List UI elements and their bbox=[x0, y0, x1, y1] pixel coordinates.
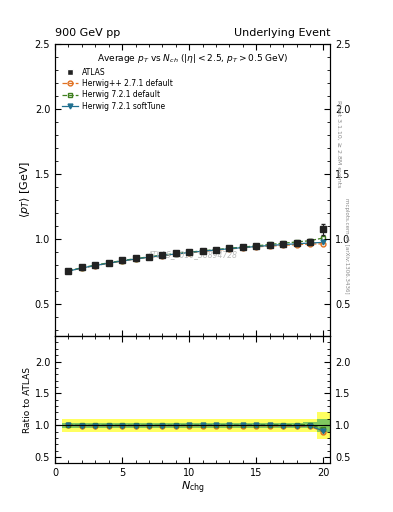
Text: Underlying Event: Underlying Event bbox=[233, 28, 330, 38]
Y-axis label: Ratio to ATLAS: Ratio to ATLAS bbox=[23, 367, 32, 433]
Text: 900 GeV pp: 900 GeV pp bbox=[55, 28, 120, 38]
X-axis label: $N_{\rm chg}$: $N_{\rm chg}$ bbox=[181, 480, 204, 496]
Text: Rivet 3.1.10, ≥ 2.8M events: Rivet 3.1.10, ≥ 2.8M events bbox=[336, 100, 341, 187]
Text: mcplots.cern.ch [arXiv:1306.3436]: mcplots.cern.ch [arXiv:1306.3436] bbox=[344, 198, 349, 293]
Text: ATLAS_2010_S8894728: ATLAS_2010_S8894728 bbox=[147, 250, 238, 259]
Legend: ATLAS, Herwig++ 2.7.1 default, Herwig 7.2.1 default, Herwig 7.2.1 softTune: ATLAS, Herwig++ 2.7.1 default, Herwig 7.… bbox=[62, 68, 173, 111]
Y-axis label: $\langle p_T \rangle$ [GeV]: $\langle p_T \rangle$ [GeV] bbox=[18, 161, 32, 219]
Text: Average $p_T$ vs $N_{ch}$ ($|\eta| < 2.5$, $p_T > 0.5$ GeV): Average $p_T$ vs $N_{ch}$ ($|\eta| < 2.5… bbox=[97, 52, 288, 66]
